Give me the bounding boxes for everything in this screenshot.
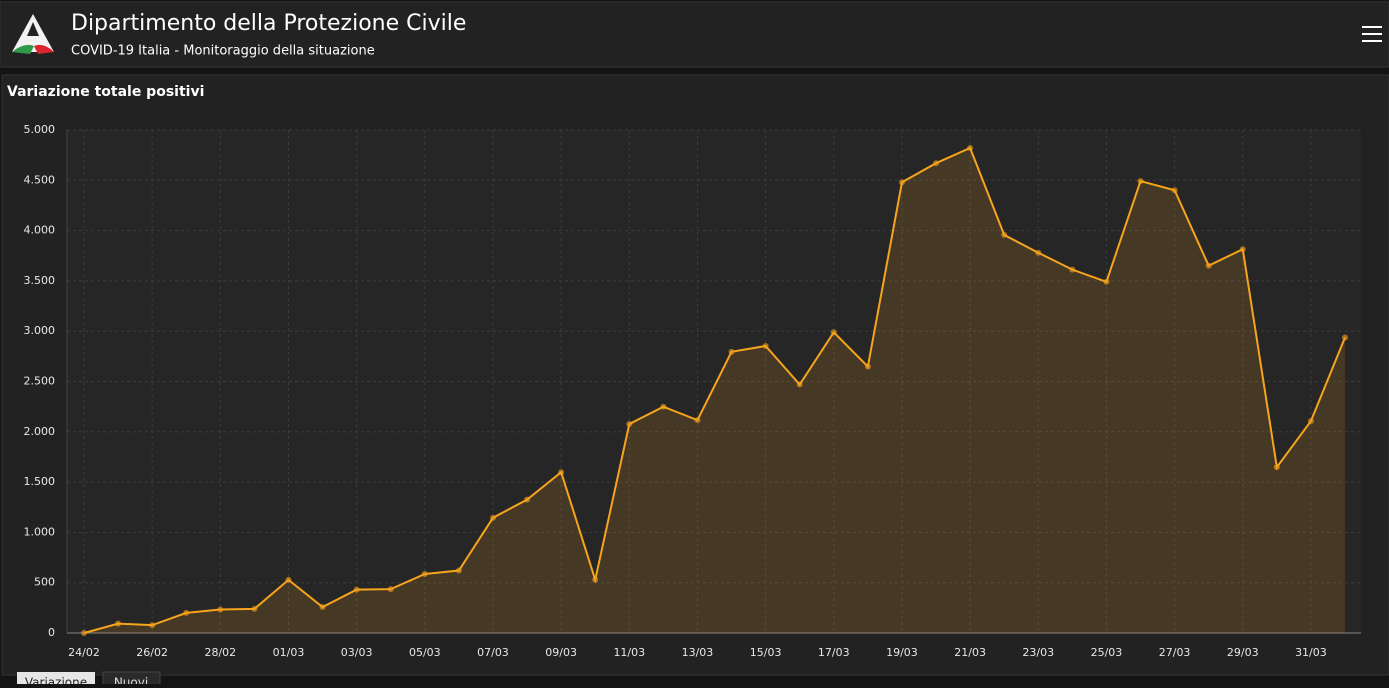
point xyxy=(421,570,428,577)
logo xyxy=(12,14,54,54)
point xyxy=(319,604,326,611)
area xyxy=(84,148,1345,634)
x-tick-label: 25/03 xyxy=(1091,646,1123,659)
x-tick-label: 03/03 xyxy=(341,646,373,659)
x-tick-label: 07/03 xyxy=(477,646,509,659)
y-tick-label: 4.000 xyxy=(24,224,56,237)
x-tick-label: 24/02 xyxy=(68,646,100,659)
point xyxy=(285,576,292,583)
point xyxy=(251,605,258,612)
x-tick-label: 17/03 xyxy=(818,646,850,659)
point xyxy=(558,469,565,476)
x-tick-label: 19/03 xyxy=(886,646,918,659)
x-tick-label: 05/03 xyxy=(409,646,441,659)
point xyxy=(1273,464,1280,471)
tab[interactable] xyxy=(17,672,95,686)
y-tick-label: 4.500 xyxy=(24,173,56,186)
point xyxy=(353,586,360,593)
point xyxy=(183,609,190,616)
chart-title: Variazione totale positivi xyxy=(7,84,204,100)
y-tick-label: 2.500 xyxy=(24,375,56,388)
point xyxy=(1103,278,1110,285)
plot: 0 500 1.000 1.500 2.000 2.500 3.000 3.500 4.000 4… xyxy=(24,123,1361,659)
tab-label[interactable]: Variazione xyxy=(25,676,87,688)
point xyxy=(898,179,905,186)
point xyxy=(1137,178,1144,185)
plot-area xyxy=(67,130,1361,633)
header-subtitle: COVID-19 Italia - Monitoraggio della sit… xyxy=(71,44,375,59)
header-bar xyxy=(0,1,1389,68)
point xyxy=(1001,231,1008,238)
y-tick-label: 1.000 xyxy=(24,525,56,538)
x-tick-label: 09/03 xyxy=(545,646,577,659)
point xyxy=(830,329,837,336)
menu-button[interactable] xyxy=(1362,26,1382,42)
point xyxy=(149,622,156,629)
x-tick-label: 01/03 xyxy=(273,646,305,659)
x-tick-label: 21/03 xyxy=(954,646,986,659)
point xyxy=(455,567,462,574)
y-tick-label: 1.500 xyxy=(24,475,56,488)
point xyxy=(933,160,940,167)
point xyxy=(115,620,122,627)
point xyxy=(694,417,701,424)
point xyxy=(217,606,224,613)
x-tick-label: 11/03 xyxy=(613,646,645,659)
point xyxy=(1307,418,1314,425)
point xyxy=(762,342,769,349)
point xyxy=(1069,266,1076,273)
x-tick-label: 31/03 xyxy=(1295,646,1327,659)
y-tick-label: 3.500 xyxy=(24,274,56,287)
point xyxy=(967,145,974,152)
point xyxy=(626,421,633,428)
y-tick-label: 3.000 xyxy=(24,324,56,337)
line xyxy=(83,146,1346,634)
x-tick-label: 23/03 xyxy=(1022,646,1054,659)
x-tick-label: 15/03 xyxy=(750,646,782,659)
point xyxy=(660,403,667,410)
point xyxy=(1205,262,1212,269)
x-tick-label: 27/03 xyxy=(1159,646,1191,659)
y-tick-label: 0 xyxy=(48,626,55,639)
x-tick-label: 28/02 xyxy=(204,646,236,659)
point xyxy=(1171,187,1178,194)
tab-label[interactable]: Nuovi xyxy=(114,676,148,688)
point xyxy=(1342,334,1348,341)
point xyxy=(1239,246,1246,253)
point xyxy=(592,576,599,583)
point xyxy=(524,496,531,503)
point xyxy=(796,381,803,388)
point xyxy=(489,514,496,521)
point xyxy=(728,348,735,355)
header-title: Dipartimento della Protezione Civile xyxy=(71,11,466,36)
y-tick-label: 5.000 xyxy=(24,123,56,136)
y-tick-label: 500 xyxy=(34,576,55,589)
x-tick-label: 26/02 xyxy=(136,646,168,659)
y-tick-label: 2.000 xyxy=(24,425,56,438)
point xyxy=(1035,249,1042,256)
x-tick-label: 13/03 xyxy=(682,646,714,659)
x-tick-label: 29/03 xyxy=(1227,646,1259,659)
point xyxy=(387,586,394,593)
point xyxy=(81,630,87,636)
point xyxy=(864,363,871,370)
